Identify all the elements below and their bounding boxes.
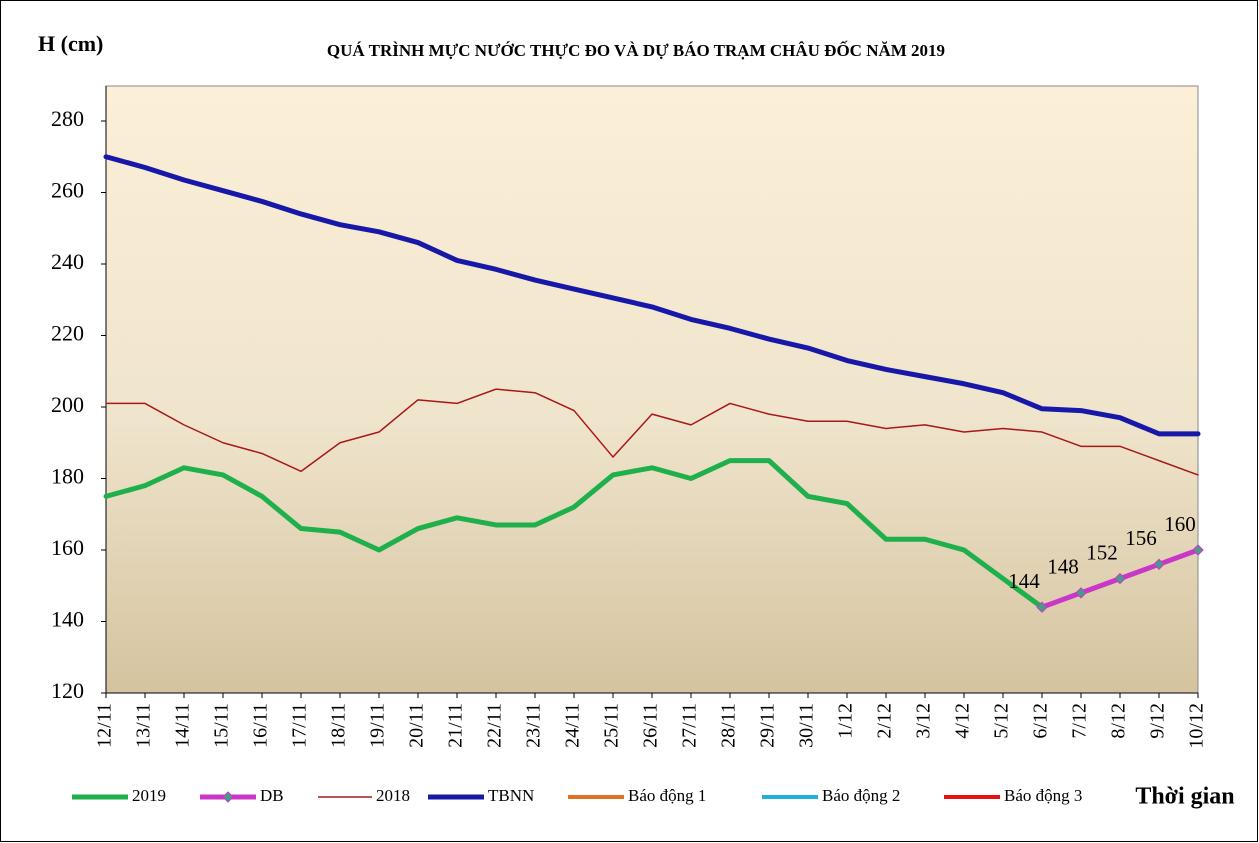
y-tick-label: 160: [51, 535, 84, 560]
x-tick-label: 5/12: [991, 703, 1013, 739]
data-label: 156: [1125, 526, 1157, 550]
data-label: 144: [1008, 569, 1040, 593]
x-tick-label: 18/11: [328, 703, 350, 748]
x-tick-label: 27/11: [679, 703, 701, 748]
x-tick-label: 2/12: [874, 703, 896, 739]
x-tick-label: 8/12: [1108, 703, 1130, 739]
x-tick-label: 14/11: [172, 703, 194, 748]
point-marker: [1114, 572, 1126, 585]
x-tick-label: 6/12: [1030, 703, 1052, 739]
x-tick-label: 15/11: [211, 703, 233, 748]
point-marker: [1075, 587, 1087, 599]
y-tick-label: 200: [51, 392, 84, 417]
y-tick-label: 260: [51, 178, 84, 203]
plot-area: [105, 85, 1199, 694]
x-tick-label: 12/11: [94, 703, 116, 748]
legend-label: Báo động 2: [822, 786, 900, 805]
y-tick-label: 240: [51, 249, 84, 274]
chart-title: QUÁ TRÌNH MỰC NƯỚC THỰC ĐO VÀ DỰ BÁO TRẠ…: [327, 40, 945, 60]
x-tick-label: 4/12: [952, 703, 974, 739]
legend-label: DB: [260, 786, 284, 805]
legend-label: Báo động 3: [1004, 786, 1082, 805]
legend-marker: [222, 791, 234, 803]
y-tick-label: 280: [51, 106, 84, 131]
x-tick-label: 29/11: [757, 703, 779, 748]
x-tick-label: 22/11: [484, 703, 506, 748]
data-label: 160: [1164, 512, 1196, 536]
legend-label: 2018: [376, 786, 410, 805]
x-axis-label: Thời gian: [1135, 784, 1234, 810]
series-line: [103, 154, 1201, 437]
series-line: [105, 388, 1199, 476]
y-tick-label: 140: [51, 607, 84, 632]
x-tick-label: 23/11: [523, 703, 545, 748]
x-tick-label: 16/11: [250, 703, 272, 748]
point-marker: [1036, 601, 1048, 613]
x-tick-label: 7/12: [1069, 703, 1091, 739]
x-tick-label: 13/11: [133, 703, 155, 748]
x-tick-label: 19/11: [367, 703, 389, 748]
point-marker: [1153, 558, 1165, 571]
x-tick-label: 26/11: [640, 703, 662, 748]
y-tick-label: 120: [51, 678, 84, 703]
data-label: 152: [1086, 540, 1118, 564]
x-tick-label: 24/11: [562, 703, 584, 748]
data-label: 148: [1047, 555, 1079, 579]
x-tick-label: 20/11: [406, 703, 428, 748]
x-tick-label: 9/12: [1147, 703, 1169, 739]
x-tick-label: 3/12: [913, 703, 935, 739]
y-tick-label: 180: [51, 464, 84, 489]
y-tick-label: 220: [51, 321, 84, 346]
legend-label: 2019: [132, 786, 166, 805]
legend-label: TBNN: [488, 786, 534, 805]
point-marker: [1192, 544, 1204, 556]
x-tick-label: 1/12: [835, 703, 857, 739]
x-tick-label: 25/11: [601, 703, 623, 748]
x-tick-label: 21/11: [445, 703, 467, 748]
series-line: [103, 458, 1045, 610]
legend-label: Báo động 1: [628, 786, 706, 805]
y-axis-label: H (cm): [38, 31, 103, 56]
x-tick-label: 10/12: [1186, 703, 1208, 749]
x-tick-label: 28/11: [718, 703, 740, 748]
x-tick-label: 30/11: [796, 703, 818, 748]
x-tick-label: 17/11: [289, 703, 311, 748]
